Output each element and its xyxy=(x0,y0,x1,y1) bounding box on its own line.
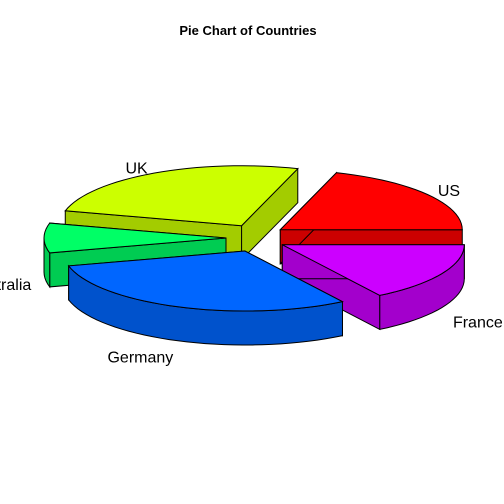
pie-label-us: US xyxy=(438,183,460,200)
pie-label-australia: Australia xyxy=(0,277,31,294)
pie-label-france: France xyxy=(453,315,503,332)
pie-slice-top xyxy=(64,165,299,227)
pie-label-germany: Germany xyxy=(107,350,173,367)
pie-slice-top xyxy=(279,172,463,231)
chart-title: Pie Chart of Countries xyxy=(179,23,316,38)
pie-slice-top xyxy=(43,222,227,254)
pie-label-uk: UK xyxy=(125,160,148,177)
pie-slice-top xyxy=(282,244,465,296)
pie-slice-top xyxy=(67,250,344,312)
pie-labels: UK US Australia France Germany xyxy=(0,160,503,366)
pie-slice-france xyxy=(281,243,465,331)
pie-slice-germany xyxy=(67,250,344,346)
pie-slices xyxy=(43,165,465,346)
